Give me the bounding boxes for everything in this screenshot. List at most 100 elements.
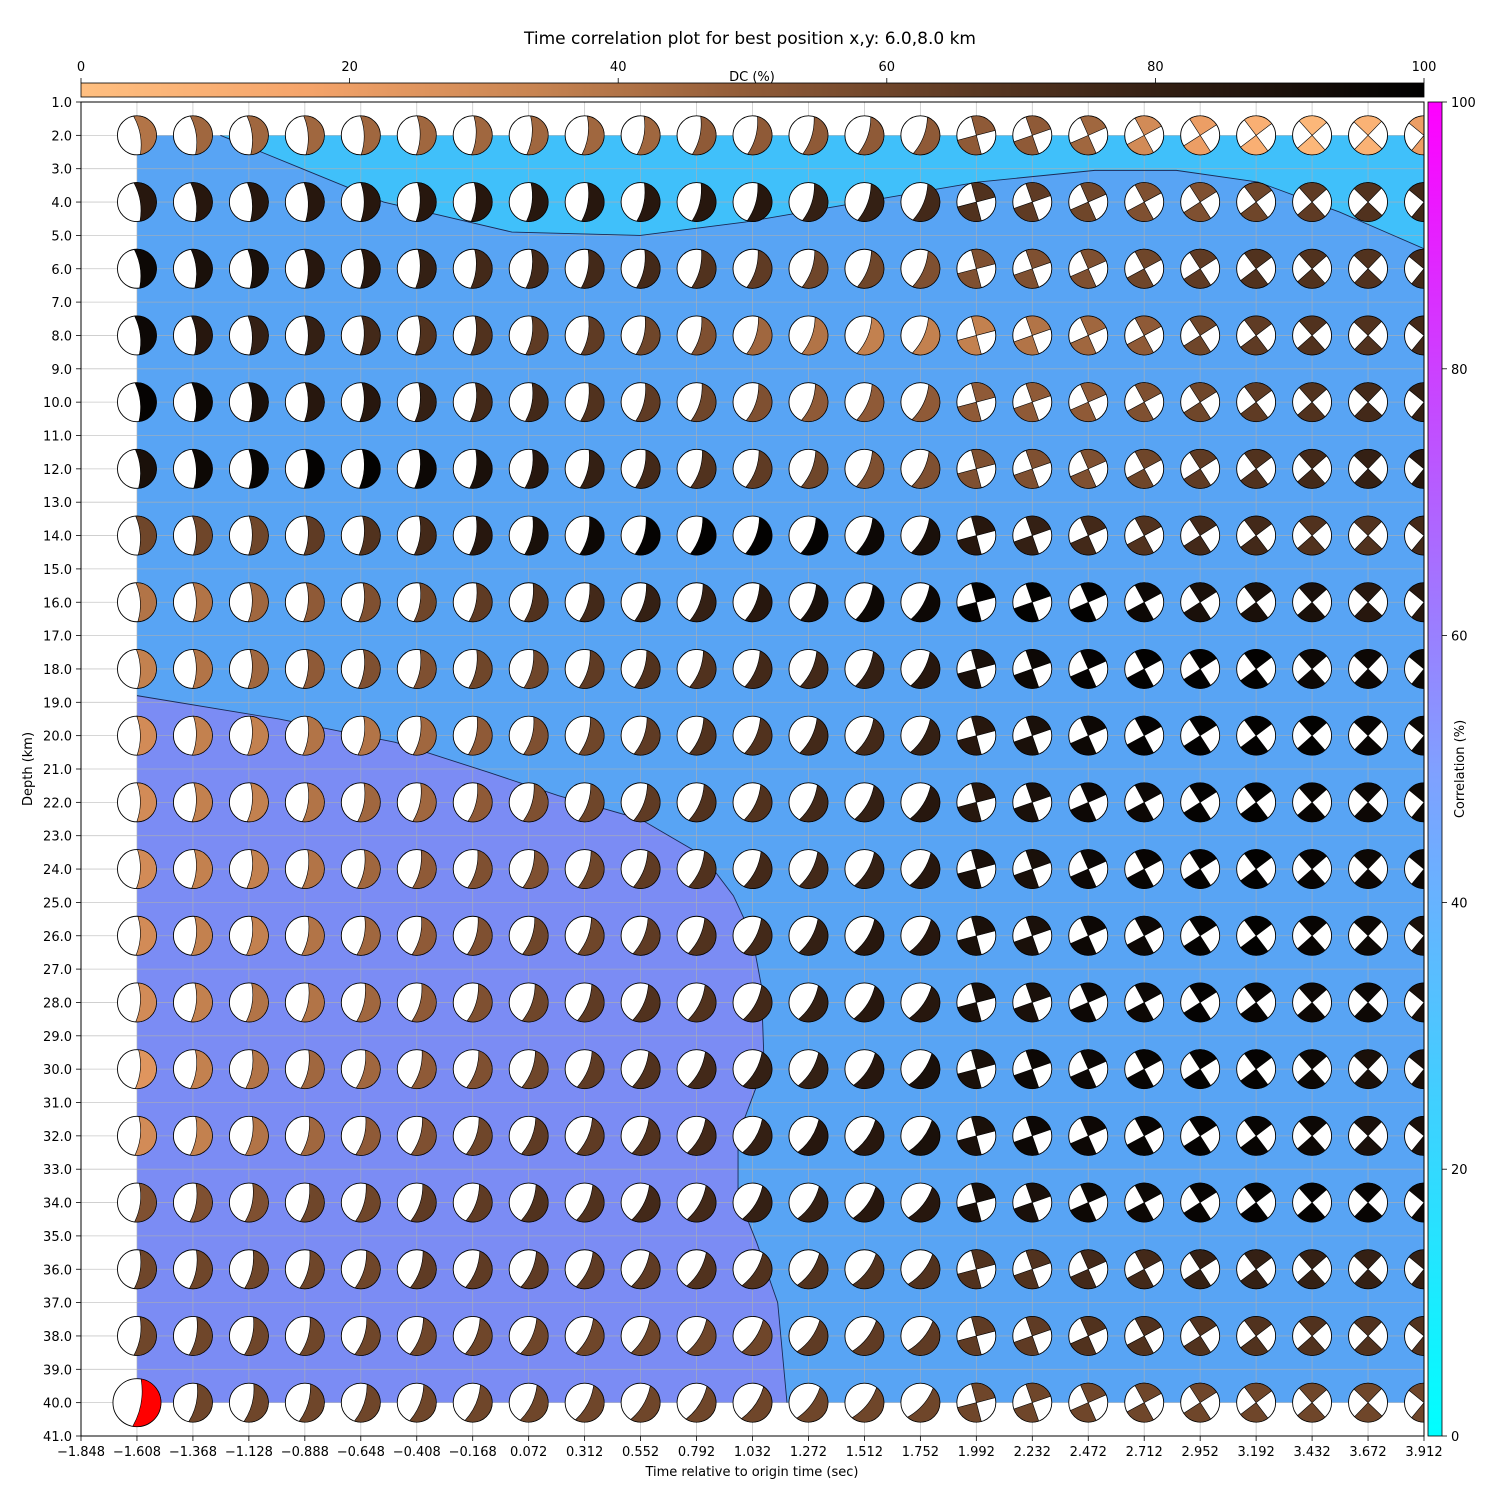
focal-mechanism [1012, 915, 1053, 956]
beachball-compressional-quadrant [1354, 468, 1383, 489]
beachball-compressional-quadrant [244, 1249, 269, 1290]
focal-mechanism [1012, 248, 1053, 289]
beachball-compressional-quadrant [957, 868, 982, 889]
focal-mechanism [1292, 115, 1333, 156]
focal-mechanism [956, 849, 997, 889]
beachball-compressional-quadrant [1298, 1249, 1328, 1270]
focal-mechanism [732, 1382, 773, 1423]
beachball-compressional-quadrant [970, 916, 996, 937]
beachball-compressional-quadrant [1297, 868, 1326, 889]
focal-mechanism [956, 248, 997, 289]
beachball-compressional-quadrant [1025, 182, 1052, 203]
beachball-compressional-quadrant [1298, 982, 1328, 1003]
beachball-compressional-quadrant [1126, 134, 1154, 156]
focal-mechanism [1124, 1315, 1165, 1356]
beachball-compressional-quadrant [1408, 182, 1424, 203]
beachball-compressional-quadrant [1243, 315, 1273, 336]
beachball-compressional-quadrant [191, 449, 213, 489]
beachball-compressional-quadrant [1070, 268, 1097, 289]
beachball-compressional-quadrant [1080, 315, 1107, 336]
beachball-compressional-quadrant [742, 1118, 773, 1156]
beachball-compressional-quadrant [1070, 735, 1097, 756]
focal-mechanism [228, 1315, 269, 1356]
focal-mechanism [1236, 1182, 1277, 1223]
beachball-compressional-quadrant [1353, 582, 1382, 603]
beachball-compressional-quadrant [246, 916, 269, 956]
beachball-compressional-quadrant [359, 315, 381, 356]
focal-mechanism [284, 448, 325, 489]
beachball-compressional-quadrant [1240, 1268, 1269, 1290]
beachball-compressional-quadrant [1411, 668, 1424, 689]
focal-mechanism [117, 515, 157, 556]
focal-mechanism [172, 782, 213, 823]
beachball-compressional-quadrant [1134, 248, 1162, 270]
beachball-compressional-quadrant [1243, 115, 1273, 136]
beachball-compressional-quadrant [635, 249, 661, 289]
beachball-compressional-quadrant [243, 1316, 269, 1356]
beachball-compressional-quadrant [970, 782, 996, 803]
beachball-compressional-quadrant [1354, 668, 1383, 689]
beachball-compressional-quadrant [581, 115, 605, 156]
beachball-compressional-quadrant [1243, 582, 1273, 603]
focal-mechanism [676, 915, 717, 956]
focal-mechanism [1404, 1115, 1424, 1156]
focal-mechanism [228, 715, 269, 756]
beachball-compressional-quadrant [1297, 401, 1326, 422]
beachball-compressional-quadrant [525, 249, 549, 289]
focal-mechanism [564, 715, 605, 756]
focal-mechanism [1180, 182, 1221, 223]
beachball-compressional-quadrant [1298, 115, 1328, 136]
focal-mechanism [620, 448, 661, 489]
focal-mechanism [844, 849, 885, 889]
beachball-compressional-quadrant [1353, 849, 1382, 870]
y-tick-label: 7.0 [51, 296, 72, 311]
beachball-compressional-quadrant [1240, 801, 1269, 823]
focal-mechanism [508, 248, 549, 289]
focal-mechanism [1348, 448, 1388, 489]
beachball-compressional-quadrant [575, 1318, 605, 1356]
beachball-compressional-quadrant [633, 783, 661, 823]
beachball-compressional-quadrant [524, 516, 549, 556]
beachball-compressional-quadrant [190, 1049, 213, 1089]
correlation-colorbar-label: Correlation (%) [1453, 720, 1468, 818]
focal-mechanism [1348, 1249, 1388, 1290]
focal-mechanism [1348, 782, 1388, 823]
beachball-compressional-quadrant [134, 1116, 157, 1156]
beachball-compressional-quadrant [796, 1252, 829, 1290]
focal-mechanism [1124, 849, 1165, 889]
x-tick-label: 1.992 [958, 1445, 995, 1460]
beachball-compressional-quadrant [1354, 801, 1383, 823]
focal-mechanism [732, 448, 773, 489]
beachball-compressional-quadrant [1183, 1002, 1212, 1023]
beachball-compressional-quadrant [1134, 382, 1162, 403]
beachball-compressional-quadrant [1298, 515, 1328, 536]
beachball-compressional-quadrant [192, 582, 213, 623]
focal-mechanism [1068, 649, 1109, 689]
focal-mechanism [508, 982, 549, 1023]
beachball-compressional-quadrant [245, 1049, 269, 1089]
beachball-compressional-quadrant [910, 584, 941, 622]
focal-mechanism [732, 382, 773, 423]
beachball-compressional-quadrant [1126, 1202, 1154, 1223]
beachball-compressional-quadrant [1013, 868, 1040, 889]
beachball-compressional-quadrant [1025, 382, 1052, 403]
focal-mechanism [1404, 1249, 1424, 1290]
dc-colorbar: 0 20 40 60 80 100 DC (%) [77, 60, 1436, 98]
beachball-compressional-quadrant [798, 985, 828, 1023]
beachball-compressional-quadrant [1297, 1068, 1326, 1089]
beachball-compressional-quadrant [1353, 182, 1382, 203]
y-tick-label: 19.0 [43, 696, 72, 711]
focal-mechanism [956, 1315, 997, 1356]
focal-mechanism [1292, 1049, 1333, 1090]
beachball-compressional-quadrant [189, 115, 213, 156]
beachball-compressional-quadrant [686, 1251, 717, 1290]
beachball-compressional-quadrant [1080, 515, 1107, 536]
focal-mechanism [900, 448, 941, 489]
beachball-compressional-quadrant [1297, 201, 1326, 222]
beachball-compressional-quadrant [1080, 115, 1107, 136]
focal-mechanism [1404, 782, 1424, 823]
focal-mechanism [900, 649, 941, 689]
beachball-compressional-quadrant [1411, 601, 1424, 623]
beachball-compressional-quadrant [1243, 1316, 1273, 1337]
focal-mechanism [1012, 115, 1053, 156]
